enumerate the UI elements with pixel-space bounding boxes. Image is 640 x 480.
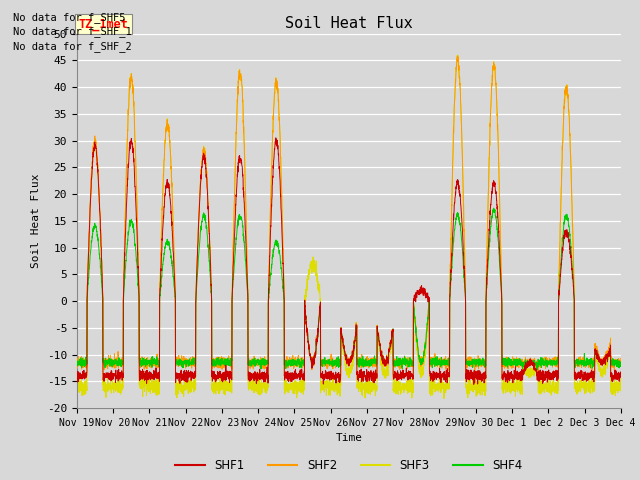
Legend: SHF1, SHF2, SHF3, SHF4: SHF1, SHF2, SHF3, SHF4 bbox=[170, 455, 527, 477]
SHF3 bbox=[566, 121, 573, 127]
Text: No data for f_SHF5: No data for f_SHF5 bbox=[13, 12, 125, 23]
SHF1 bbox=[189, 375, 197, 381]
SHF1 bbox=[617, 372, 625, 378]
SHF1 bbox=[412, 292, 419, 298]
SHF4 bbox=[533, 367, 541, 372]
SHF4 bbox=[402, 360, 410, 366]
X-axis label: Time: Time bbox=[335, 433, 362, 443]
SHF4 bbox=[73, 360, 81, 365]
SHF3 bbox=[73, 377, 81, 383]
Line: SHF4: SHF4 bbox=[77, 208, 621, 370]
SHF1 bbox=[566, 241, 573, 247]
SHF1 bbox=[617, 374, 625, 380]
SHF3 bbox=[225, 382, 232, 387]
SHF3 bbox=[454, 52, 461, 58]
SHF4 bbox=[617, 359, 625, 365]
SHF1 bbox=[73, 369, 81, 374]
Title: Soil Heat Flux: Soil Heat Flux bbox=[285, 16, 413, 31]
SHF2 bbox=[617, 359, 625, 364]
SHF4 bbox=[189, 360, 197, 366]
SHF2 bbox=[617, 355, 625, 361]
SHF2 bbox=[566, 121, 573, 127]
SHF1 bbox=[402, 373, 410, 379]
Text: TZ_1met: TZ_1met bbox=[79, 18, 129, 31]
SHF2 bbox=[73, 361, 81, 367]
SHF2 bbox=[412, 319, 419, 325]
SHF4 bbox=[617, 361, 625, 367]
SHF4 bbox=[225, 360, 232, 366]
SHF2 bbox=[189, 362, 197, 368]
SHF3 bbox=[402, 381, 410, 387]
SHF1 bbox=[470, 382, 477, 387]
SHF2 bbox=[402, 361, 410, 367]
SHF1 bbox=[272, 135, 280, 141]
SHF3 bbox=[617, 384, 625, 390]
Line: SHF3: SHF3 bbox=[77, 55, 621, 398]
Text: No data for f_SHF_1: No data for f_SHF_1 bbox=[13, 26, 132, 37]
SHF3 bbox=[617, 379, 625, 384]
SHF4 bbox=[490, 205, 497, 211]
Text: No data for f_SHF_2: No data for f_SHF_2 bbox=[13, 41, 132, 52]
Y-axis label: Soil Heat Flux: Soil Heat Flux bbox=[31, 174, 41, 268]
SHF4 bbox=[566, 228, 573, 233]
SHF4 bbox=[412, 320, 419, 325]
SHF3 bbox=[189, 385, 197, 391]
SHF3 bbox=[440, 396, 448, 401]
Line: SHF2: SHF2 bbox=[77, 56, 621, 373]
SHF2 bbox=[225, 353, 232, 359]
SHF1 bbox=[225, 370, 232, 376]
SHF3 bbox=[412, 323, 419, 329]
Line: SHF1: SHF1 bbox=[77, 138, 621, 384]
SHF2 bbox=[454, 53, 461, 59]
SHF2 bbox=[533, 370, 541, 376]
